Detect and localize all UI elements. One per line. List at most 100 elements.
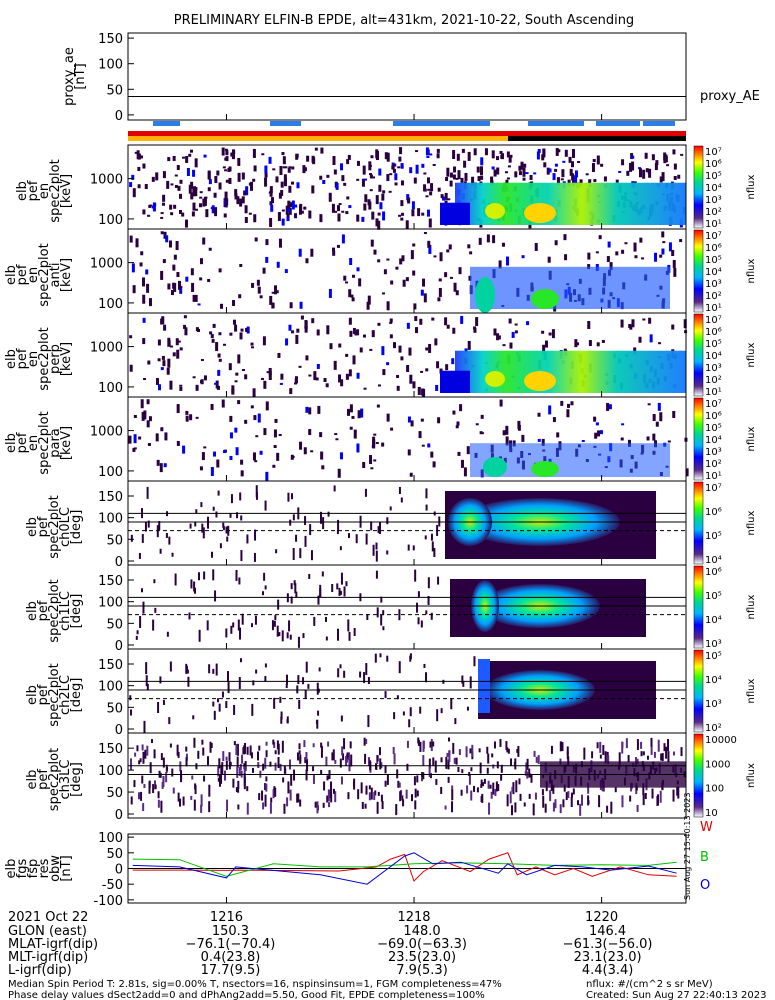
speckle — [157, 339, 161, 346]
speckle — [359, 347, 363, 353]
speckle — [386, 773, 389, 785]
speckle — [218, 758, 221, 769]
speckle — [291, 200, 295, 210]
speckle — [416, 790, 419, 797]
speckle — [386, 258, 390, 261]
speckle — [393, 163, 397, 167]
speckle — [153, 780, 156, 785]
speckle — [157, 799, 160, 808]
speckle — [341, 234, 345, 244]
speckle — [252, 148, 256, 158]
colorbar-tick-label: 10⁵ — [705, 339, 722, 350]
speckle — [421, 163, 425, 168]
speckle — [376, 404, 380, 408]
speckle — [364, 194, 368, 203]
speckle — [282, 166, 286, 169]
speckle — [290, 596, 293, 604]
speckle — [487, 780, 490, 789]
speckle — [380, 794, 383, 802]
colorbar-tick-label: 10⁷ — [705, 147, 722, 158]
speckle — [298, 750, 301, 755]
speckle — [238, 677, 241, 690]
speckle — [320, 451, 324, 460]
speckle — [408, 347, 412, 356]
speckle — [567, 403, 571, 408]
speckle — [276, 261, 280, 268]
speckle — [172, 155, 176, 161]
speckle — [195, 384, 199, 391]
flux-band-edge — [440, 370, 470, 393]
speckle — [330, 793, 333, 803]
speckle — [189, 523, 192, 529]
speckle — [254, 529, 257, 541]
speckle — [264, 794, 267, 807]
y-axis-label: res — [37, 858, 52, 878]
speckle — [262, 802, 265, 810]
speckle — [396, 695, 399, 700]
speckle — [331, 203, 335, 213]
y-tick-label: 150 — [98, 574, 123, 589]
y-tick-label: 50 — [106, 847, 123, 862]
speckle — [262, 591, 265, 596]
speckle — [480, 783, 483, 788]
y-axis-label: pef — [15, 264, 30, 285]
speckle — [225, 150, 229, 156]
speckle — [230, 152, 234, 157]
speckle — [478, 748, 481, 753]
speckle — [492, 764, 495, 769]
speckle — [477, 176, 481, 182]
speckle — [466, 446, 470, 455]
speckle — [364, 803, 367, 809]
speckle — [249, 745, 252, 756]
legend-B: B — [700, 850, 709, 865]
speckle — [652, 433, 656, 441]
colorbar-tick-label: 10⁴ — [705, 555, 722, 566]
speckle — [148, 298, 152, 307]
speckle — [335, 182, 339, 190]
speckle — [369, 173, 373, 176]
speckle — [177, 340, 181, 343]
speckle — [303, 447, 307, 455]
speckle — [541, 438, 545, 446]
speckle — [280, 373, 284, 380]
speckle — [298, 365, 302, 368]
speckle — [598, 235, 602, 240]
speckle — [470, 767, 473, 772]
speckle — [397, 166, 401, 169]
speckle — [175, 241, 179, 251]
speckle — [377, 259, 381, 263]
speckle — [150, 739, 153, 744]
speckle — [312, 743, 315, 748]
speckle — [304, 757, 307, 764]
speckle — [362, 334, 366, 338]
speckle — [629, 162, 633, 172]
flux-band — [470, 266, 670, 309]
speckle — [654, 163, 658, 171]
speckle — [340, 715, 343, 722]
speckle — [333, 485, 336, 492]
speckle — [327, 741, 330, 747]
colorbar-tick-label: 10³ — [705, 363, 722, 374]
colorbar-tick-label: 10⁵ — [705, 171, 722, 182]
speckle — [250, 342, 254, 346]
speckle — [596, 342, 600, 347]
speckle — [334, 791, 337, 803]
speckle — [226, 799, 229, 812]
speckle — [470, 790, 473, 801]
speckle — [273, 741, 276, 748]
speckle — [209, 741, 212, 750]
flux-peak — [531, 461, 559, 477]
colorbar-tick-label: 10² — [705, 207, 722, 218]
y-axis-label: elb — [25, 685, 40, 705]
speckle — [440, 708, 443, 714]
speckle — [345, 353, 349, 357]
speckle — [348, 631, 351, 641]
speckle — [574, 170, 578, 178]
speckle — [427, 188, 431, 191]
speckle — [213, 192, 217, 198]
speckle — [176, 744, 179, 756]
speckle — [476, 166, 480, 173]
speckle — [174, 174, 178, 177]
y-axis-label: [nT] — [73, 63, 88, 89]
speckle — [339, 452, 343, 460]
